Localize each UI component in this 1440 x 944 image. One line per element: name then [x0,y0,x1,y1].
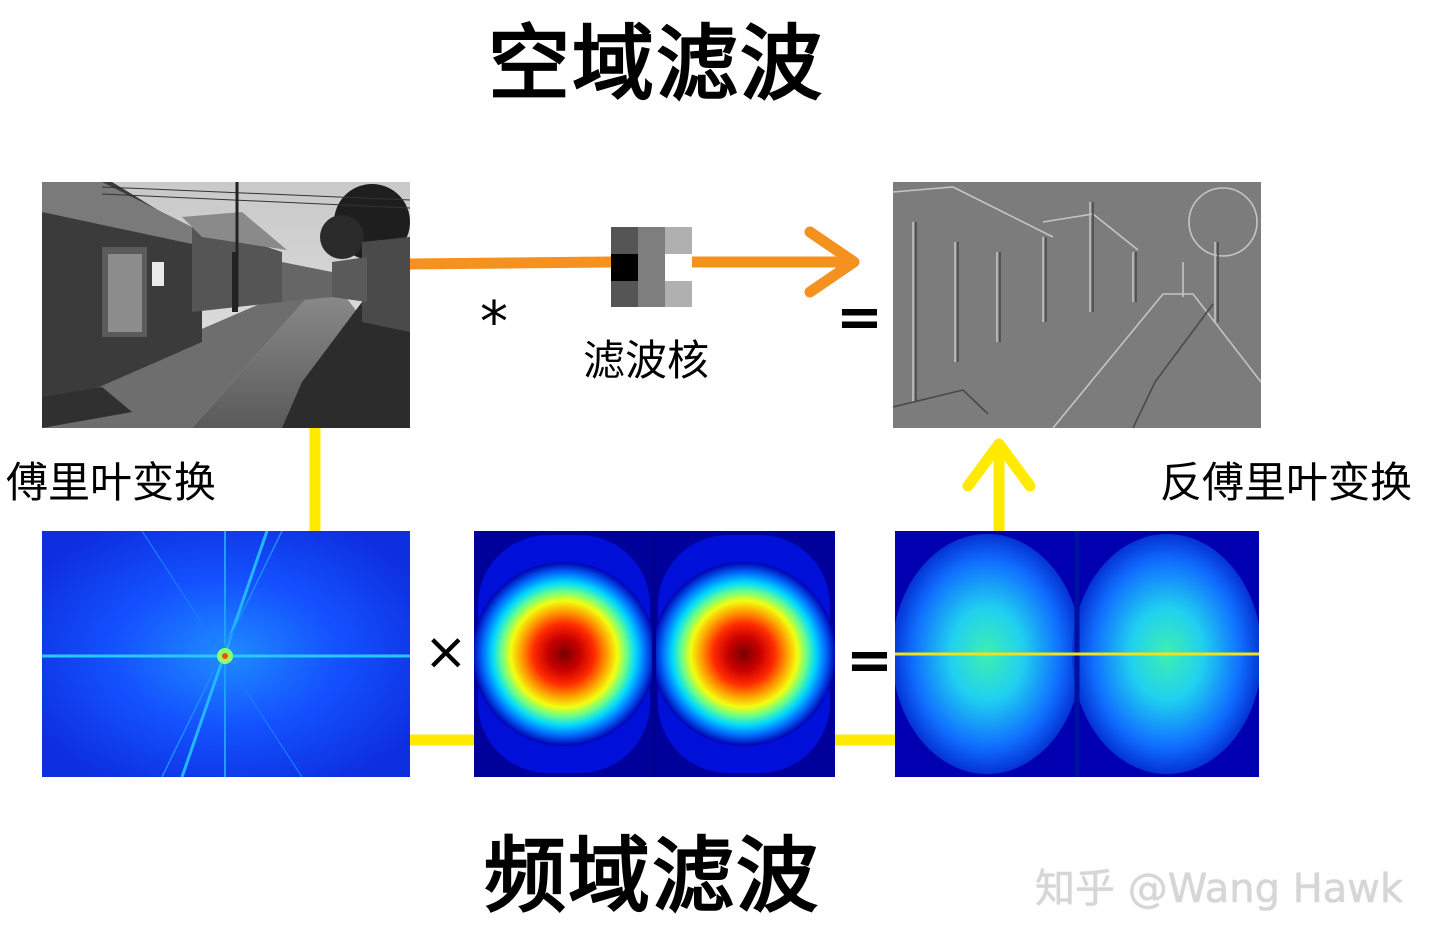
fft-magnitude-spectrum [42,531,410,777]
3x3-filter-kernel [611,227,692,307]
frequency-response-heatmap [474,531,835,777]
edge-embossed-street-photo [893,182,1261,428]
convolution-operator: * [480,290,508,355]
filtered-fft-spectrum [895,531,1259,777]
frequency-filter-title: 频域滤波 [484,829,821,924]
yellow-line-right [835,734,895,746]
yellow-arrow-up [962,438,1036,532]
kernel-label: 滤波核 [583,336,710,385]
orange-arrow [410,226,860,298]
yellow-line-down [309,428,321,532]
fourier-transform-label: 傅里叶变换 [6,458,217,507]
multiply-operator: × [424,622,468,682]
equals-top: = [836,285,883,350]
inverse-fourier-transform-label: 反傅里叶变换 [1160,458,1413,507]
yellow-line-left [410,734,474,746]
spatial-filter-title: 空域滤波 [488,17,825,112]
equals-bottom: = [846,628,893,693]
watermark: 知乎 @Wang Hawk [1035,866,1404,912]
grayscale-street-photo [42,182,410,428]
